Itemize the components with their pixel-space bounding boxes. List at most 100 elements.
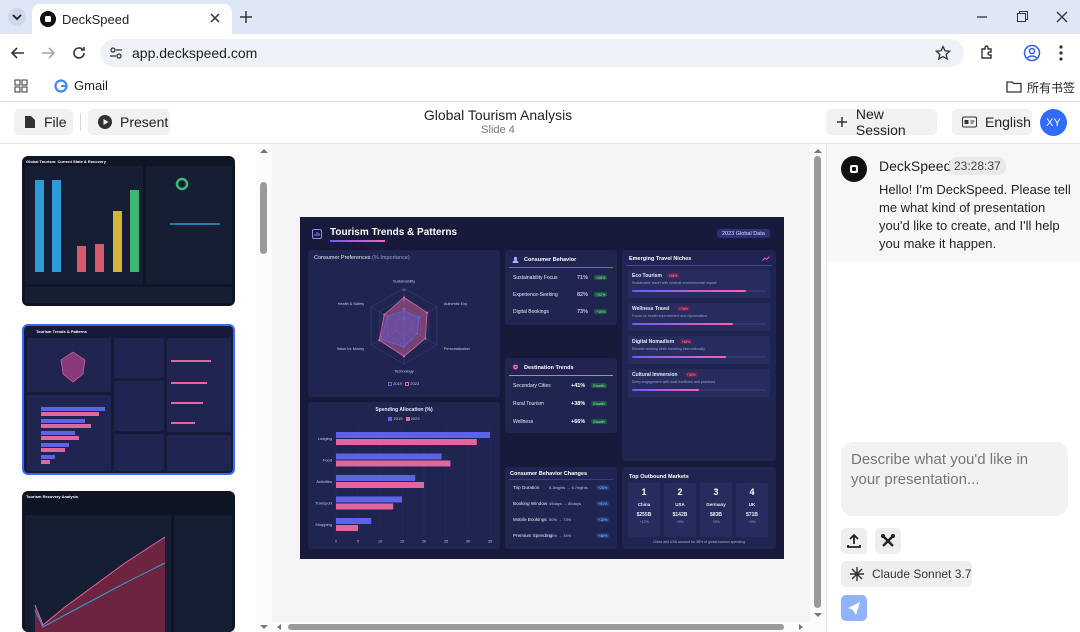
change-item-label: Trip Duration [513,485,540,490]
change-item-delta: +26% [596,485,610,490]
user-avatar[interactable]: XY [1040,109,1067,136]
file-button[interactable]: File [14,109,73,135]
behavior-item-delta: +15% [594,309,608,314]
behavior-item-value: 71% [577,274,589,281]
model-selector[interactable]: Claude Sonnet 3.7 [841,561,972,587]
tools-button[interactable] [875,528,901,554]
change-item-label: Booking Window [513,501,548,506]
thumbnail-niches-panel [167,338,231,432]
apps-grid-icon[interactable] [14,79,28,93]
change-item-label: Premium Spending [513,533,553,538]
behavior-item-label: Sustainability Focus [513,275,558,281]
new-session-button[interactable]: New Session [826,106,937,138]
canvas-vertical-scrollbar-thumb[interactable] [814,156,821,608]
language-button[interactable]: English [952,109,1032,135]
destination-item-value: +38% [571,400,586,407]
radar-series-2019-point [416,332,419,335]
radar-legend: 2019 2023 [388,381,419,386]
destination-item-label: Rural Tourism [513,401,544,407]
chat-input[interactable] [841,442,1068,516]
extensions-icon[interactable] [978,44,996,62]
close-window-icon[interactable] [1055,10,1069,24]
radar-axis-label: Authentic Exp. [444,302,468,306]
thumbnail-chart-panel [25,166,143,284]
preferences-radar-chart: Sustainability Authentic Exp. Personalizat… [337,280,470,374]
users-icon [512,256,519,263]
thumbnail-scrollbar[interactable] [256,144,272,632]
change-item-range: 50% → 73% [549,517,572,523]
message-sender: DeckSpeed [879,158,952,174]
upload-button[interactable] [841,528,867,554]
deckspeed-favicon-icon [40,11,56,27]
slide-title: Tourism Trends & Patterns [330,227,458,238]
message-text: Hello! I'm DeckSpeed. Please tell me wha… [879,182,1071,251]
niche-bar-fill [632,389,699,391]
behavior-item-delta: +22% [594,292,608,297]
profile-icon[interactable] [1023,44,1041,62]
consumer-behavior-title: Consumer Behavior [524,257,577,263]
market-country: UK [748,502,756,507]
niche-description: Sustainable travel with minimal environm… [632,281,717,285]
radar-series-2023-point [402,296,406,299]
address-bar[interactable]: app.deckspeed.com [100,39,964,67]
slide-thumbnail-1[interactable]: Global Tourism: Current State & Recovery [22,156,235,306]
browser-toolbar: app.deckspeed.com [0,34,1080,72]
change-item-delta: +91% [596,501,610,506]
tab-title: DeckSpeed [62,12,130,27]
google-icon [54,79,68,93]
market-delta: +8% [676,520,684,524]
send-button[interactable] [841,595,867,621]
menu-dots-icon[interactable] [1058,44,1064,62]
site-info-icon[interactable] [108,45,124,61]
preferences-panel: Consumer Preferences (% Importance) Sust… [308,250,500,397]
change-item-range: 5.3nights → 6.7nights [549,485,588,491]
radar-tick-label: 60 [402,298,406,302]
minimize-icon[interactable] [975,10,989,24]
thumbnail-scrollbar-thumb[interactable] [260,182,267,254]
upload-icon [847,533,861,548]
back-icon[interactable] [10,45,26,61]
destination-item-label: Secondary Cities [513,383,551,389]
destination-item-value: +66% [571,418,586,425]
canvas-vertical-scrollbar[interactable] [810,144,826,624]
niche-growth-tag: +64% [666,273,680,278]
niche-description: Remote working while traveling internati… [632,347,705,351]
bookmark-star-icon[interactable] [935,45,951,61]
market-country: Germany [706,502,726,507]
tab-list-button[interactable] [8,8,26,26]
market-rank: 4 [749,487,755,497]
spending-legend: 2019 2023 [308,416,500,421]
url-text: app.deckspeed.com [132,45,258,61]
slide-thumbnail-3[interactable]: Tourism Recovery Analysis [22,491,235,632]
year-badge: 2023 Global Data [717,229,770,238]
market-delta: +9% [748,520,756,524]
slide-thumbnail-2[interactable]: Tourism Trends & Patterns [22,324,235,475]
niche-bar-fill [632,290,746,292]
reload-icon[interactable] [71,45,87,61]
new-tab-icon[interactable] [238,9,254,25]
emerging-niches-panel: Emerging Travel Niches Eco Tourism +64% Su… [622,250,776,461]
tools-icon [881,534,895,547]
canvas-horizontal-scrollbar[interactable] [272,622,826,632]
slide-indicator: Slide 4 [481,124,515,136]
spending-bar-2019 [336,475,416,481]
market-delta: +12% [639,520,649,524]
present-button[interactable]: Present [88,109,170,135]
outbound-title: Top Outbound Markets [629,474,689,480]
bookmarks-bar: Gmail 所有书签 [0,72,1080,102]
close-tab-icon[interactable] [208,11,222,25]
radar-axis-label: Health & Safety [338,302,364,306]
niche-bar-track [632,389,766,391]
niche-card: Wellness Travel +76% Focus on health impro… [628,303,770,331]
spending-bar-2023 [336,482,424,488]
behavior-changes-panel: Consumer Behavior Changes Trip Duration 5… [505,467,617,549]
thumbnail-bars-panel [27,395,111,471]
restore-icon[interactable] [1015,10,1029,24]
browser-tab[interactable]: DeckSpeed [32,4,232,34]
forward-icon[interactable] [40,45,56,61]
destination-trends-panel: Destination Trends Secondary Cities +41% G… [505,358,617,433]
radar-axis-label: Personalization [444,347,470,351]
canvas-horizontal-scrollbar-thumb[interactable] [288,624,784,630]
market-rank: 3 [713,487,719,497]
destination-item-value: +41% [571,382,586,389]
